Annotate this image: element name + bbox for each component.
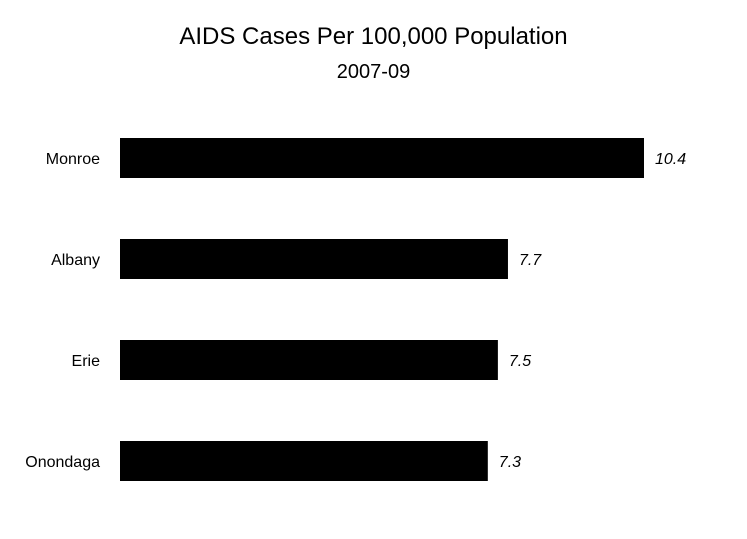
category-label-erie: Erie	[72, 353, 101, 370]
bar-onondaga	[120, 441, 488, 481]
value-label-monroe: 10.4	[655, 151, 686, 168]
value-label-onondaga: 7.3	[499, 454, 521, 471]
chart-title: AIDS Cases Per 100,000 Population	[179, 23, 567, 50]
value-label-erie: 7.5	[509, 353, 531, 370]
value-label-albany: 7.7	[519, 252, 542, 269]
bar-monroe	[120, 138, 644, 178]
category-label-albany: Albany	[51, 252, 100, 269]
bars-group: Monroe 10.4 Albany 7.7 Erie 7.5 Onondaga 7.3	[25, 138, 686, 481]
chart-subtitle: 2007-09	[337, 61, 410, 83]
bar-albany	[120, 239, 508, 279]
category-label-monroe: Monroe	[46, 151, 100, 168]
bar-erie	[120, 340, 498, 380]
category-label-onondaga: Onondaga	[25, 454, 100, 471]
